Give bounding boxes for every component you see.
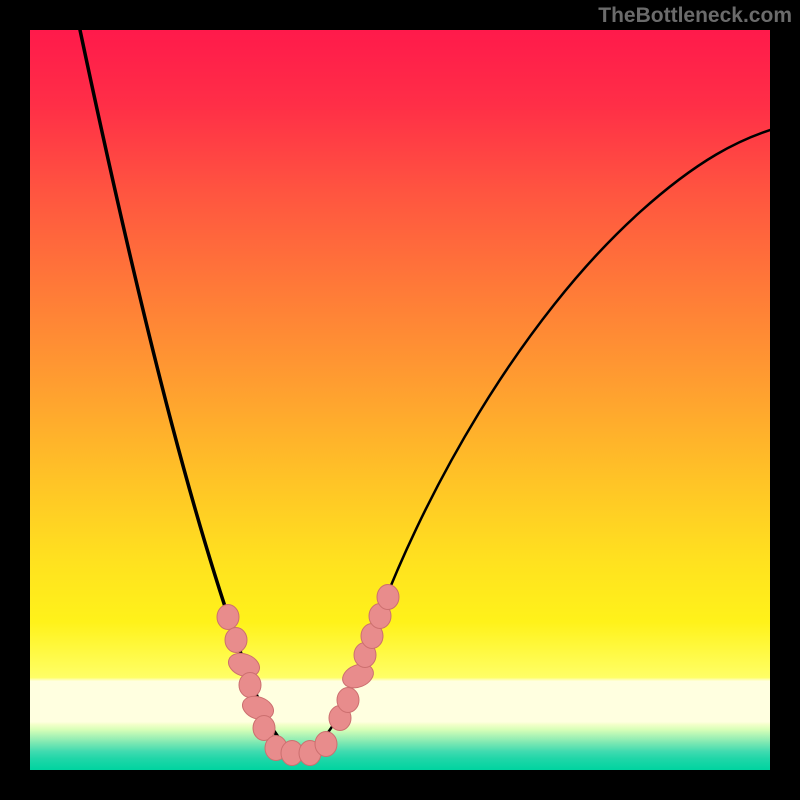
plot-background xyxy=(30,30,770,770)
marker-right-6 xyxy=(377,585,399,610)
chart-svg xyxy=(0,0,800,800)
marker-bottom-3 xyxy=(315,732,337,757)
watermark-text: TheBottleneck.com xyxy=(598,4,792,28)
marker-left-1 xyxy=(225,628,247,653)
marker-left-0 xyxy=(217,605,239,630)
marker-left-3 xyxy=(239,673,261,698)
chart-container: TheBottleneck.com xyxy=(0,0,800,800)
marker-right-1 xyxy=(337,688,359,713)
